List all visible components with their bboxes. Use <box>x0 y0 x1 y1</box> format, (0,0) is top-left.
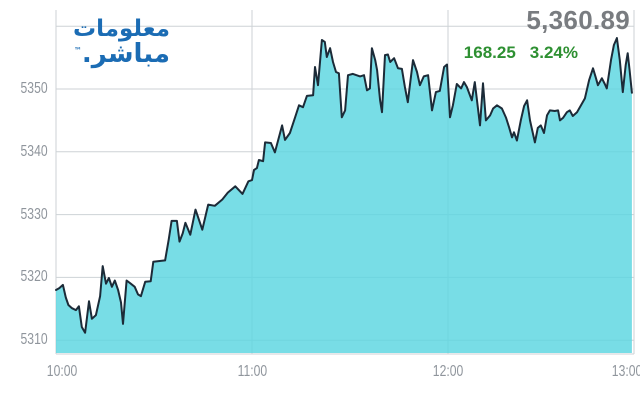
y-axis-label: 5320 <box>20 268 48 286</box>
price-change-percent: 3.24% <box>529 43 578 62</box>
logo-line1: معلومات <box>72 16 170 42</box>
price-change: 168.25 3.24% <box>464 43 578 63</box>
y-axis-label: 5330 <box>20 205 48 223</box>
y-axis-label: 5350 <box>20 80 48 97</box>
trademark-symbol: ™ <box>73 46 82 56</box>
logo-line2: مباشر.™ <box>73 39 170 70</box>
x-axis-label: 13:00 <box>611 363 640 380</box>
price-change-value: 168.25 <box>463 43 516 62</box>
mubasher-logo: معلومات مباشر.™ <box>70 16 170 70</box>
y-axis-label: 5340 <box>20 142 48 160</box>
x-axis-label: 11:00 <box>237 363 267 380</box>
y-axis-label: 5310 <box>20 331 48 349</box>
last-price: 5,360.89 <box>526 5 630 35</box>
x-axis-label: 10:00 <box>46 363 78 380</box>
x-axis-label: 12:00 <box>432 363 464 380</box>
